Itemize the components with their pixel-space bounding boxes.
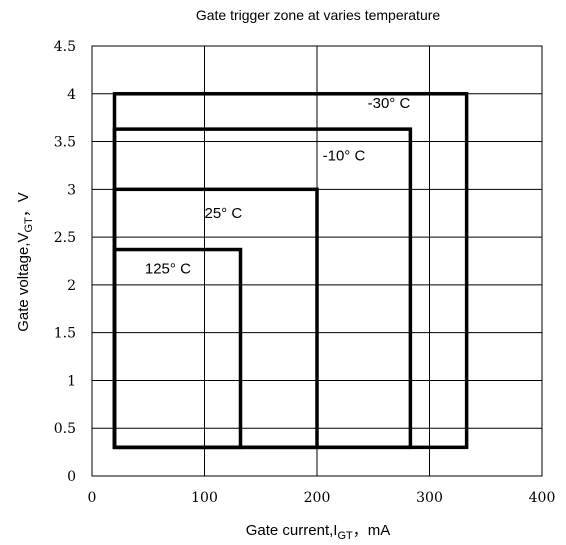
y-tick-label-4.5: 4.5	[54, 39, 76, 55]
zones: -30° C -10° C 25° C 125° C	[112, 92, 469, 450]
zone-rect-1	[112, 127, 413, 450]
x-axis-label: Gate current,IGT，mA	[246, 522, 391, 542]
y-tick-label-0.5: 0.5	[54, 421, 76, 437]
x-tick-label-200: 200	[304, 490, 331, 506]
y-tick-label-4: 4	[67, 87, 76, 103]
y-tick-label-0: 0	[67, 469, 76, 485]
y-tick-label-1: 1	[67, 373, 76, 389]
y-tick-label-3: 3	[67, 182, 76, 198]
zone-label-2: 25° C	[205, 205, 243, 222]
x-tick-label-0: 0	[88, 490, 97, 506]
zone-label-1: -10° C	[323, 148, 366, 165]
zone-label-0: -30° C	[368, 95, 411, 112]
x-tick-label-100: 100	[191, 490, 218, 506]
y-tick-label-1.5: 1.5	[54, 326, 76, 342]
chart-title: Gate trigger zone at varies temperature	[196, 7, 441, 23]
y-tick-label-2.5: 2.5	[54, 230, 76, 246]
tick-labels: 0 100 200 300 400 0 0.5 1 1.5 2 2.5 3 3.5 4 4.5	[54, 39, 556, 506]
zone-rect-2	[112, 187, 319, 450]
plot-frame	[91, 45, 543, 477]
x-tick-label-300: 300	[416, 490, 443, 506]
zone-label-3: 125° C	[145, 260, 191, 277]
y-tick-label-3.5: 3.5	[54, 135, 76, 151]
y-tick-label-2: 2	[67, 278, 76, 294]
x-tick-label-400: 400	[529, 490, 556, 506]
y-axis-label: Gate voltage,VGT，V	[15, 192, 35, 332]
zone-rect-3	[112, 247, 243, 450]
